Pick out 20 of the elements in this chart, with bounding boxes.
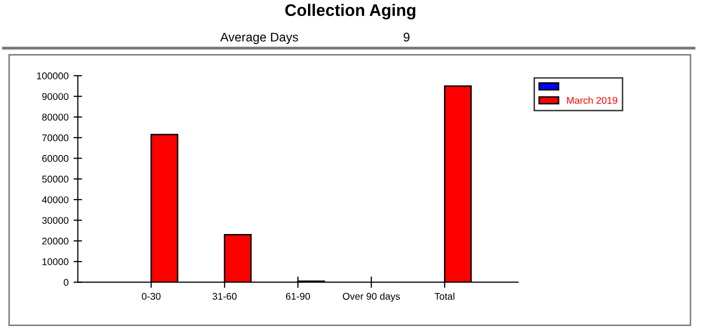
y-tick-label: 80000 [42,114,68,121]
y-tick-label: 20000 [42,238,68,245]
y-tick-label: 40000 [42,196,68,204]
x-tick-label: 31-60 [212,292,237,300]
chart-title: Collection Aging [285,4,416,20]
y-tick-label: 0 [64,278,68,286]
x-tick-label: Total [434,292,454,300]
text: Average Days [220,32,298,44]
text: 9 [404,32,410,42]
y-tick-label: 90000 [42,93,68,100]
y-tick-label: 30000 [42,216,68,224]
y-tick-label: 50000 [42,176,68,183]
x-tick-label: Over 90 days [342,292,400,302]
y-tick-label: 60000 [42,155,68,162]
legend-label: March 2019 [567,96,618,104]
y-tick-label: 70000 [42,134,68,142]
x-tick-label: 0-30 [142,292,161,300]
x-tick-label: 61-90 [286,292,310,300]
y-tick-label: 10000 [42,258,68,266]
y-tick-label: 100000 [37,72,68,80]
